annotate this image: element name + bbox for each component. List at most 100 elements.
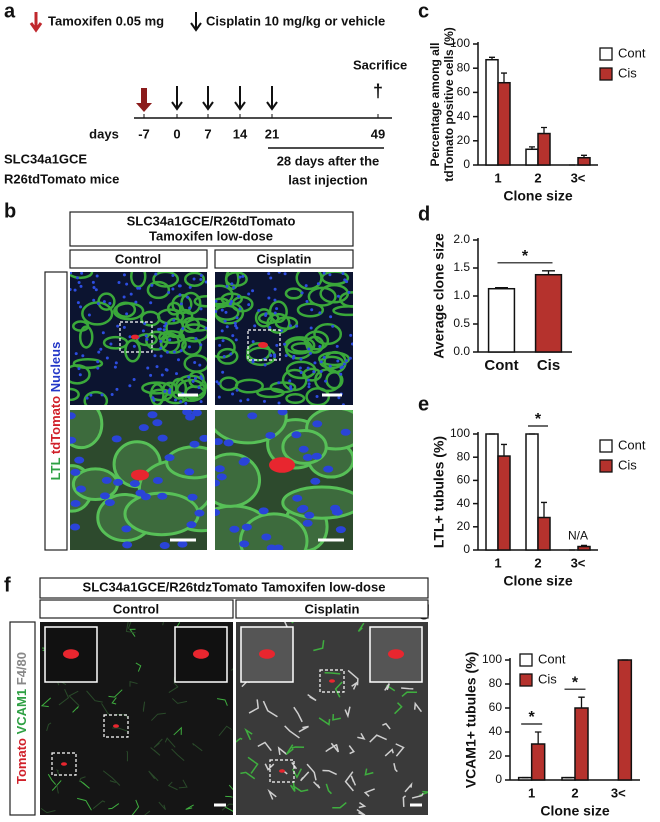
nucleus (263, 363, 267, 367)
nucleus (188, 285, 192, 289)
nucleus (241, 274, 245, 278)
nucleus (112, 478, 123, 486)
nucleus (157, 327, 161, 331)
nucleus (160, 373, 164, 377)
nucleus (96, 360, 100, 364)
nucleus (150, 283, 154, 287)
tubule (290, 342, 314, 353)
micrograph (70, 272, 207, 405)
nucleus (99, 492, 110, 500)
tdtomato-cell (258, 342, 268, 348)
tissue (171, 698, 188, 704)
legend-swatch (519, 673, 533, 687)
nucleus (159, 354, 163, 358)
tissue (158, 801, 166, 811)
tubule (215, 336, 236, 359)
nucleus (238, 275, 242, 279)
nucleus (311, 452, 322, 460)
nucleus (181, 327, 185, 331)
y-tick-label: 80 (489, 676, 503, 690)
tubule (164, 391, 188, 405)
nucleus (96, 302, 100, 306)
nucleus (262, 399, 266, 403)
tissue (112, 727, 129, 732)
nucleus (151, 396, 155, 400)
nucleus (192, 277, 196, 281)
nucleus (104, 499, 115, 507)
title-box (39, 577, 429, 599)
x-tick-label: 1 (528, 785, 535, 800)
tissue (78, 776, 86, 783)
nucleus (292, 354, 296, 358)
x-tick-label: 2 (571, 785, 578, 800)
error-bar (581, 544, 587, 547)
tissue (356, 808, 366, 815)
significance: * (572, 674, 579, 691)
nucleus (288, 324, 292, 328)
y-tick-label: 0.0 (453, 344, 470, 358)
nucleus (172, 350, 176, 354)
nucleus (349, 333, 353, 337)
tissue (228, 784, 233, 797)
nucleus (329, 315, 333, 319)
tdtomato-cell (131, 334, 139, 340)
tissue (217, 698, 228, 706)
tissue (225, 806, 233, 813)
nucleus (340, 428, 351, 436)
nucleus (230, 282, 234, 286)
nucleus (199, 307, 203, 311)
tubule (124, 339, 142, 363)
tissue (324, 671, 341, 675)
error-bar (529, 146, 535, 150)
nucleus (184, 401, 188, 405)
tissue (394, 702, 403, 715)
tissue (285, 744, 294, 755)
y-axis-label: VCAM1+ tubules (%) (463, 652, 479, 789)
tdtomato-cell (63, 649, 79, 659)
nucleus (273, 287, 277, 291)
tissue (401, 687, 414, 690)
legend-label: Cont (618, 45, 646, 60)
column-label: Control (115, 251, 161, 266)
nucleus (275, 307, 279, 311)
nucleus (336, 294, 340, 298)
nucleus (92, 286, 96, 290)
nucleus (179, 349, 183, 353)
nucleus (283, 342, 287, 346)
nucleus (76, 276, 80, 280)
stain: Nucleus (48, 342, 63, 393)
tissue (244, 727, 253, 741)
nucleus (218, 343, 222, 347)
nucleus (298, 445, 309, 453)
nucleus (125, 282, 129, 286)
error-bar (541, 501, 547, 518)
bar (525, 148, 539, 166)
nucleus (78, 373, 82, 377)
column-box (235, 599, 429, 619)
nucleus (273, 353, 277, 357)
nucleus (239, 540, 250, 548)
tissue (135, 662, 142, 672)
legend-text: Tamoxifen 0.05 mg (48, 13, 164, 28)
nucleus (318, 345, 322, 349)
bar (525, 433, 539, 551)
nucleus (187, 375, 191, 379)
nucleus (229, 525, 240, 533)
nucleus (241, 523, 252, 531)
nucleus (187, 493, 198, 501)
nucleus (70, 436, 77, 444)
stain-label: Tomato VCAM1 F4/80 (14, 652, 29, 784)
tissue (151, 712, 166, 721)
legend-swatch (599, 459, 613, 473)
nucleus (178, 284, 182, 288)
nucleus (268, 326, 272, 330)
nucleus (228, 302, 232, 306)
micrograph (70, 410, 207, 550)
nucleus (319, 370, 323, 374)
nucleus (267, 296, 271, 300)
stain: VCAM1 (14, 689, 29, 735)
nucleus (144, 334, 148, 338)
tissue (313, 640, 325, 652)
legend-label: Cis (618, 457, 637, 472)
bar (537, 132, 551, 166)
